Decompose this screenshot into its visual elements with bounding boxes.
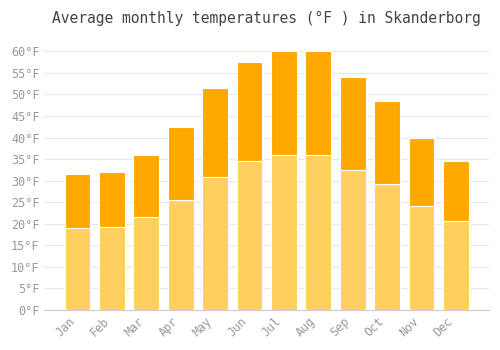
Bar xyxy=(202,88,228,177)
Bar xyxy=(374,101,400,184)
Bar xyxy=(99,227,125,310)
Bar xyxy=(408,206,434,310)
Bar xyxy=(168,200,194,310)
Bar xyxy=(202,177,228,310)
Title: Average monthly temperatures (°F ) in Skanderborg: Average monthly temperatures (°F ) in Sk… xyxy=(52,11,481,26)
Bar xyxy=(340,170,365,310)
Bar xyxy=(271,155,297,310)
Bar xyxy=(99,172,125,227)
Bar xyxy=(168,127,194,200)
Bar xyxy=(306,155,331,310)
Bar xyxy=(306,51,331,155)
Bar xyxy=(134,155,159,217)
Bar xyxy=(374,184,400,310)
Bar xyxy=(443,220,468,310)
Bar xyxy=(236,161,262,310)
Bar xyxy=(134,217,159,310)
Bar xyxy=(408,138,434,206)
Bar xyxy=(64,174,90,228)
Bar xyxy=(443,161,468,220)
Bar xyxy=(271,51,297,155)
Bar xyxy=(236,62,262,161)
Bar xyxy=(340,77,365,170)
Bar xyxy=(64,228,90,310)
